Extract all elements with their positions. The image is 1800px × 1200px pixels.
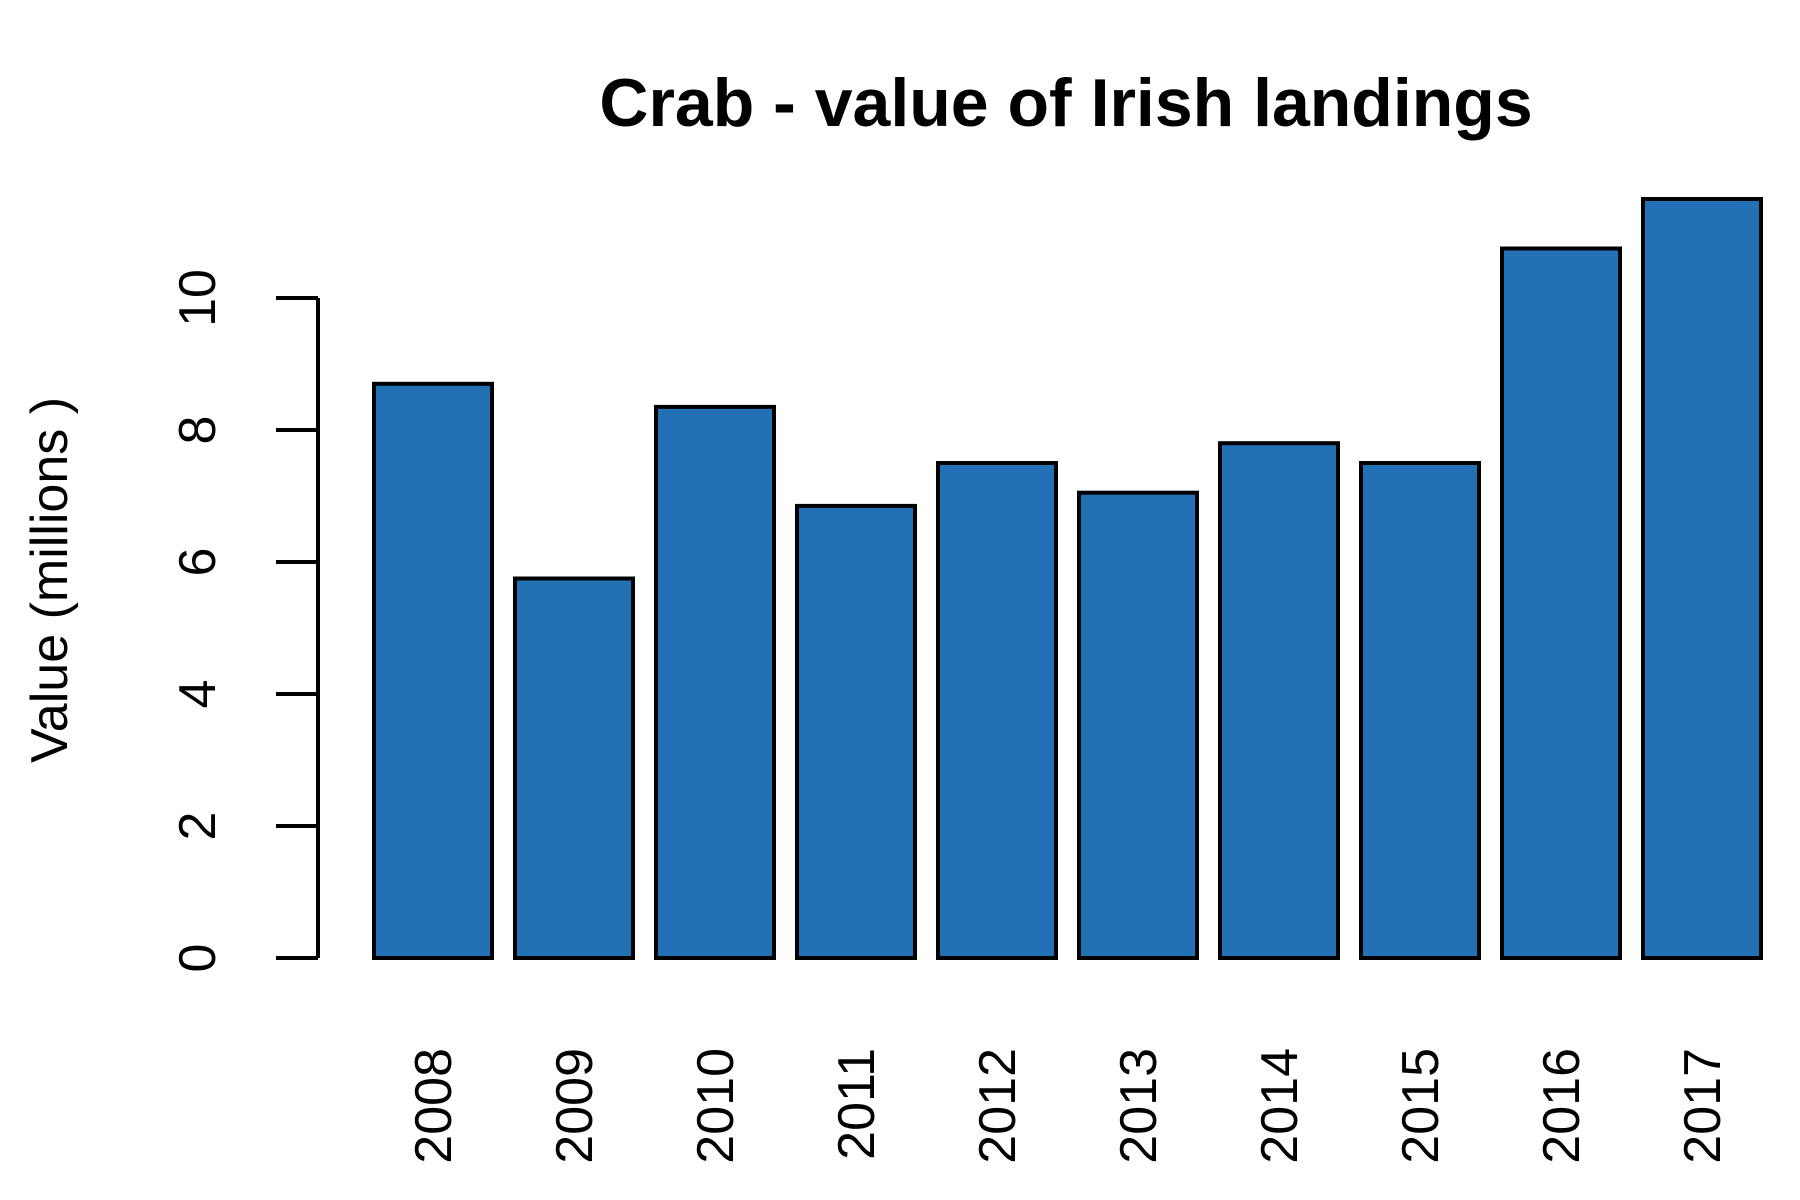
plot-area: 0 2 4 6 8 10 2008 2009 2010 2011 2012 2013 2014 2015 2… (169, 197, 1763, 1164)
x-tick-label: 2015 (1392, 1048, 1450, 1164)
x-tick-label: 2013 (1110, 1048, 1168, 1164)
y-tick-label: 6 (169, 548, 227, 577)
bar-2011 (795, 503, 917, 960)
y-tick-label: 0 (169, 944, 227, 973)
bar-2009 (513, 576, 635, 960)
y-tick-label: 4 (169, 680, 227, 709)
bar-2010 (654, 404, 776, 960)
bar-2016 (1500, 246, 1622, 960)
x-tick-label: 2012 (969, 1048, 1027, 1164)
bar-2017 (1641, 197, 1763, 960)
x-tick-label: 2017 (1674, 1048, 1732, 1164)
chart-title: Crab - value of Irish landings (599, 65, 1532, 141)
x-tick-label: 2016 (1533, 1048, 1591, 1164)
bar-2008 (372, 381, 494, 960)
bar-2014 (1218, 441, 1340, 960)
x-tick-label: 2010 (687, 1048, 745, 1164)
bar-2012 (936, 461, 1058, 960)
x-tick-label: 2008 (405, 1048, 463, 1164)
y-axis-label: Value (millions ) (21, 397, 79, 763)
x-tick-label: 2009 (546, 1048, 604, 1164)
bar-2015 (1359, 461, 1481, 960)
y-tick-label: 2 (169, 812, 227, 841)
bar-2013 (1077, 490, 1199, 960)
x-tick-label: 2011 (828, 1048, 886, 1160)
y-tick-label: 10 (169, 269, 227, 327)
y-tick-label: 8 (169, 416, 227, 445)
x-tick-label: 2014 (1251, 1048, 1309, 1164)
